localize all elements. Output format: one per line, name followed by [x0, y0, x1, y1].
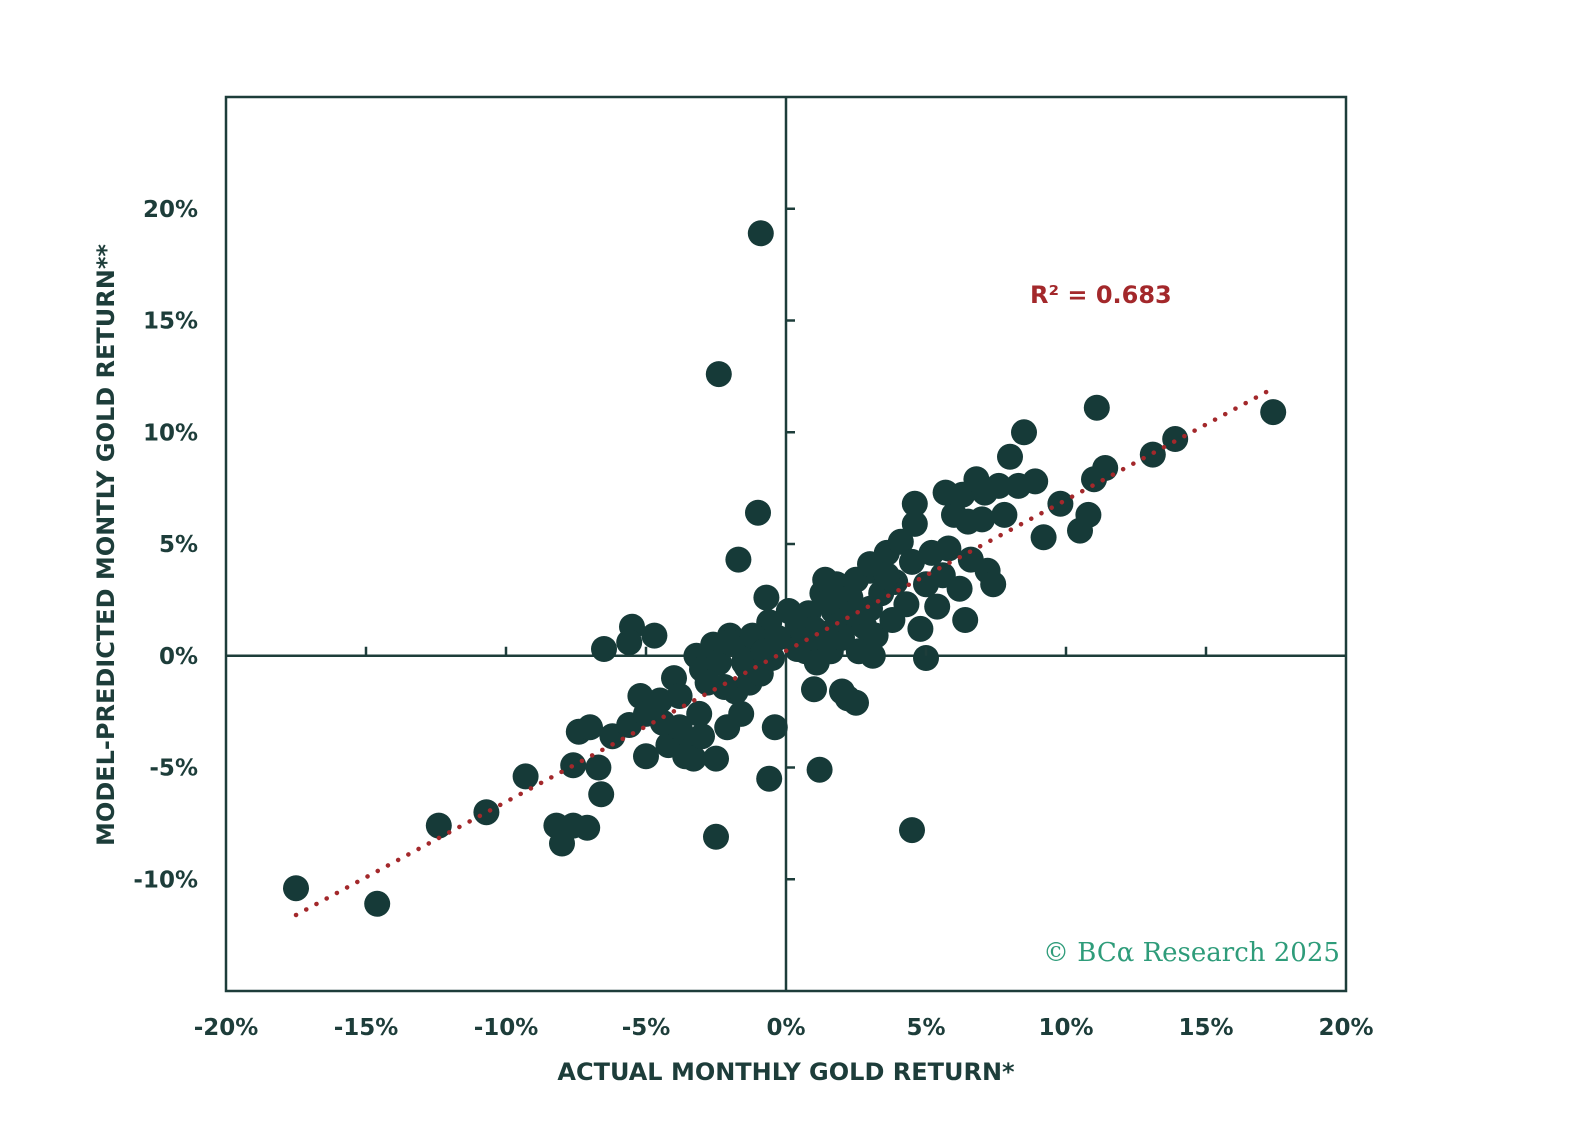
data-point — [666, 683, 693, 709]
data-point — [801, 676, 827, 703]
data-point — [935, 535, 962, 562]
x-tick-label: 10% — [1038, 1015, 1093, 1041]
x-tick-label: 0% — [766, 1015, 805, 1041]
y-axis-title: MODEL-PREDICTED MONTLY GOLD RETURN** — [92, 244, 120, 846]
data-point — [862, 622, 889, 649]
data-point — [946, 575, 973, 602]
data-point — [756, 765, 783, 792]
data-point — [952, 607, 979, 633]
copyright-notice: © BCα Research 2025 — [1043, 938, 1340, 968]
data-point — [588, 781, 615, 808]
y-tick-label: -5% — [149, 756, 198, 782]
data-point — [725, 546, 752, 573]
data-point — [775, 598, 802, 624]
data-point — [585, 754, 612, 781]
data-point — [806, 756, 833, 783]
x-tick-label: -20% — [194, 1015, 259, 1041]
data-point — [980, 571, 1007, 598]
data-point — [633, 743, 659, 770]
data-point — [647, 687, 673, 714]
data-point — [747, 220, 774, 247]
data-point — [907, 615, 934, 642]
data-point — [899, 548, 925, 575]
data-point — [924, 593, 951, 620]
data-point — [705, 649, 732, 676]
y-tick-label: 5% — [159, 532, 198, 558]
data-point — [649, 709, 676, 736]
data-point — [834, 685, 861, 712]
data-point — [1092, 455, 1119, 481]
data-point — [991, 501, 1018, 528]
x-axis-title: ACTUAL MONTHLY GOLD RETURN* — [557, 1058, 1015, 1086]
data-point — [761, 714, 788, 741]
data-point — [745, 499, 771, 526]
data-point — [703, 823, 729, 850]
data-point — [955, 508, 981, 535]
data-point — [577, 714, 603, 741]
data-point — [1075, 501, 1102, 528]
data-point — [840, 600, 867, 627]
data-point — [901, 510, 928, 537]
data-point — [1260, 399, 1287, 426]
data-point — [803, 649, 830, 676]
data-point — [971, 479, 998, 506]
data-point — [703, 745, 729, 772]
data-point — [887, 528, 914, 555]
data-point — [1022, 468, 1049, 495]
data-point — [705, 361, 732, 388]
data-point — [717, 629, 743, 656]
data-point — [932, 479, 959, 506]
data-point — [857, 551, 883, 578]
data-point — [711, 674, 738, 700]
data-point — [753, 584, 780, 611]
data-points — [283, 220, 1287, 917]
data-point — [1083, 394, 1110, 421]
data-point — [616, 629, 643, 656]
data-point — [859, 642, 886, 669]
data-point — [815, 589, 841, 616]
data-point — [680, 745, 707, 772]
data-point — [364, 890, 391, 917]
data-point — [899, 817, 925, 844]
data-point — [686, 700, 713, 727]
trendline — [293, 387, 1273, 918]
data-point — [913, 645, 939, 671]
x-tick-label: 5% — [906, 1015, 945, 1041]
x-tick-label: -15% — [334, 1015, 399, 1041]
y-tick-label: 15% — [143, 309, 198, 335]
data-point — [764, 624, 791, 651]
plot-frame — [224, 95, 1348, 993]
data-point — [591, 636, 617, 662]
data-point — [512, 763, 539, 790]
data-point — [574, 814, 601, 841]
data-point — [283, 875, 309, 902]
y-tick-label: 10% — [143, 420, 198, 446]
x-tick-label: -10% — [474, 1015, 539, 1041]
data-point — [901, 490, 928, 517]
x-tick-label: -5% — [622, 1015, 671, 1041]
data-point — [784, 636, 811, 662]
y-tick-label: 0% — [159, 644, 198, 670]
data-point — [473, 799, 500, 826]
data-point — [728, 700, 755, 727]
data-point — [641, 622, 668, 649]
y-axis-ticks: -10% -5% 0% 5% 10% 15% 20% — [133, 197, 795, 893]
x-tick-label: 20% — [1318, 1015, 1373, 1041]
data-point — [1162, 426, 1189, 452]
y-tick-label: -10% — [133, 867, 198, 893]
data-point — [689, 723, 715, 750]
data-point — [997, 443, 1023, 470]
x-axis-ticks: -20% -15% -10% -5% 0% 5% 10% 15% 20% — [194, 646, 1374, 1041]
x-tick-label: 15% — [1178, 1015, 1233, 1041]
r-squared-annotation: R² = 0.683 — [1030, 281, 1172, 309]
data-point — [893, 591, 920, 618]
data-point — [425, 812, 452, 839]
data-point — [1011, 419, 1037, 446]
y-tick-label: 20% — [143, 197, 198, 223]
data-point — [1030, 524, 1057, 551]
data-point — [731, 649, 757, 676]
